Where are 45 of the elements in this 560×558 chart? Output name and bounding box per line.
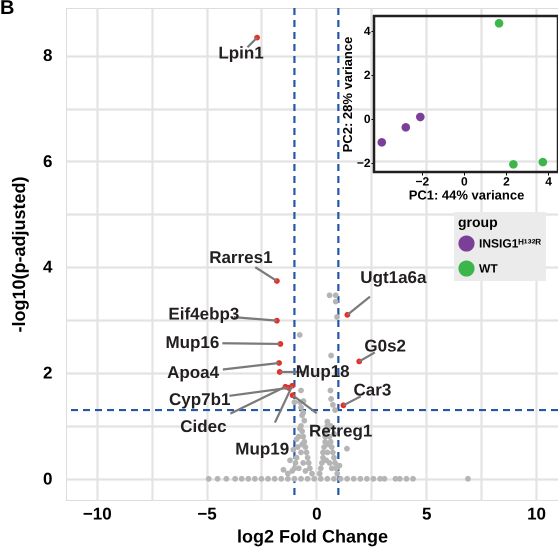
x-axis-title: PC1: 44% variance <box>408 188 524 202</box>
point <box>401 123 410 132</box>
y-tick-label: 4 <box>43 258 54 277</box>
x-tick-label: 10 <box>527 504 546 524</box>
annotation: Mup16 <box>165 332 220 352</box>
annotation: G0s2 <box>364 336 406 356</box>
annotation: Cyp7b1 <box>169 390 230 409</box>
annotation: Mup19 <box>235 440 290 459</box>
x-tick-label: −2 <box>415 174 430 188</box>
y-tick-label: −2 <box>356 156 371 170</box>
y-tick-label: 6 <box>43 152 52 171</box>
legend-label: INSIG1ᴴ¹³²ᴿ <box>479 236 542 250</box>
y-tick-label: 4 <box>364 24 371 38</box>
point <box>416 112 425 122</box>
point <box>538 158 548 166</box>
text: B <box>0 0 14 19</box>
x-tick-label: −10 <box>82 504 112 524</box>
annotation: Eif4ebp3 <box>168 304 240 324</box>
annotation: Cidec <box>180 416 227 436</box>
y-tick-label: 2 <box>43 364 52 383</box>
annotation: Lpin1 <box>218 44 264 63</box>
y-tick-label: 0 <box>364 112 371 126</box>
y-axis-title: -log10(p-adjusted) <box>9 176 30 332</box>
point <box>494 18 504 28</box>
annotation: Retreg1 <box>309 421 372 440</box>
y-tick-label: 8 <box>43 46 52 66</box>
x-tick-label: 0 <box>312 504 322 524</box>
annotation: Apoa4 <box>167 362 220 382</box>
point <box>509 160 518 169</box>
y-tick-label: 0 <box>43 469 52 488</box>
annotation: Rarres1 <box>209 248 273 267</box>
y-axis-title: PC2: 28% variance <box>340 36 355 152</box>
x-tick-label: −5 <box>197 504 217 524</box>
x-tick-label: 2 <box>503 174 510 188</box>
legend-label: WT <box>479 262 498 276</box>
annotation: Car3 <box>354 380 392 400</box>
x-tick-label: 0 <box>461 174 468 188</box>
annotation: Ugt1a6a <box>360 268 427 287</box>
legend-title: group <box>458 214 498 230</box>
point <box>377 138 386 147</box>
x-axis-title: log2 Fold Change <box>237 526 388 546</box>
annotation: Mup18 <box>296 362 350 381</box>
x-tick-label: 5 <box>422 504 432 524</box>
y-tick-label: 2 <box>364 68 371 82</box>
x-tick-label: 4 <box>545 174 552 188</box>
